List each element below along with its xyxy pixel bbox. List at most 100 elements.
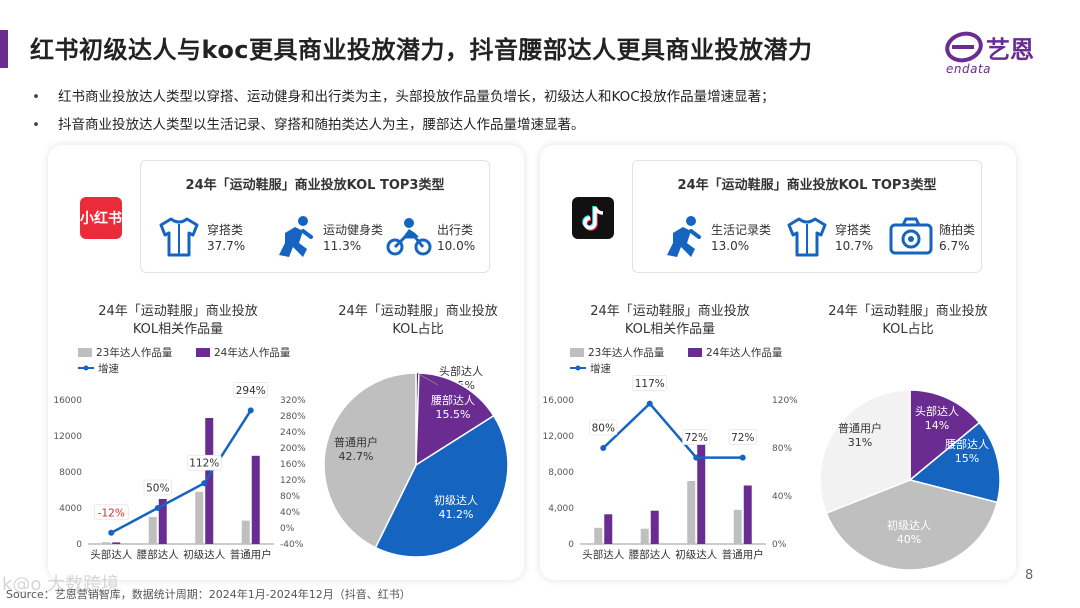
top3-label: 出行类 xyxy=(437,223,474,237)
bar-chart-title: 24年「运动鞋服」商业投放 KOL相关作品量 xyxy=(570,303,770,339)
pie-label: 头部达人 xyxy=(915,404,959,418)
y2-tick-label: 160% xyxy=(280,460,306,470)
legend-swatch xyxy=(570,348,584,357)
growth-label-bg xyxy=(143,479,172,496)
growth-label-bg xyxy=(589,419,618,436)
shirt-icon xyxy=(159,217,199,257)
y2-tick-label: 40% xyxy=(772,492,792,502)
pie-label: 普通用户 xyxy=(334,435,378,449)
x-tick-label: 头部达人 xyxy=(90,548,132,561)
x-tick-label: 普通用户 xyxy=(722,548,764,561)
douyin-logo xyxy=(572,197,614,239)
growth-point xyxy=(108,529,115,536)
top3-label: 穿搭类 xyxy=(835,223,872,237)
top3-label: 随拍类 xyxy=(939,223,976,237)
runner-icon xyxy=(279,216,313,257)
top3-label: 穿搭类 xyxy=(207,223,244,237)
growth-point xyxy=(201,480,208,487)
growth-point xyxy=(154,505,161,511)
top3-value: 10.7% xyxy=(835,239,874,253)
y2-tick-label: 0% xyxy=(280,524,295,534)
pie-label: 初级达人 xyxy=(887,518,931,532)
pie-value-label: 42.7% xyxy=(339,450,374,463)
xiaohongshu-panel: 小红书 24年「运动鞋服」商业投放KOL TOP3类型 穿搭类 37.7% 运动… xyxy=(48,145,524,580)
growth-line xyxy=(602,401,743,459)
pie-chart-title-line: 24年「运动鞋服」商业投放 xyxy=(828,304,988,319)
pie-slice xyxy=(908,421,1001,504)
bar xyxy=(195,491,204,544)
pie-chart-title: 24年「运动鞋服」商业投放 KOL占比 xyxy=(318,303,518,339)
pie-slice xyxy=(323,372,417,549)
x-tick-label: 头部达人 xyxy=(582,548,624,561)
legend-label: 增速 xyxy=(590,362,611,375)
growth-point xyxy=(646,400,653,407)
growth-label: 294% xyxy=(236,385,266,397)
y-tick-label: 4,000 xyxy=(548,504,574,514)
y-tick-label: 8,000 xyxy=(548,468,574,478)
bar xyxy=(241,520,250,544)
y-tick-label: 12,000 xyxy=(543,432,575,442)
top3-value: 10.0% xyxy=(437,239,476,253)
top3-label: 运动健身类 xyxy=(323,223,384,237)
bar xyxy=(148,517,157,544)
top3-box: 24年「运动鞋服」商业投放KOL TOP3类型 穿搭类 37.7% 运动健身类 … xyxy=(140,160,490,273)
page-number: 8 xyxy=(1025,568,1034,583)
x-tick-label: 腰部达人 xyxy=(137,548,179,561)
watermark: k@o 大数跨境 xyxy=(2,574,120,595)
top3-title: 24年「运动鞋服」商业投放KOL TOP3类型 xyxy=(185,178,445,193)
title-accent-bar xyxy=(0,30,8,68)
runner-icon xyxy=(667,216,701,257)
pie-chart-title-line: KOL占比 xyxy=(882,322,934,337)
growth-point xyxy=(739,454,746,461)
legend-swatch xyxy=(688,348,702,357)
top3-box: 24年「运动鞋服」商业投放KOL TOP3类型 生活记录类 13.0% 穿搭类 … xyxy=(632,160,982,273)
legend-label: 增速 xyxy=(98,362,119,375)
y-tick-label: 16000 xyxy=(53,396,82,406)
y2-tick-label: 240% xyxy=(280,428,306,438)
growth-label: 72% xyxy=(731,432,754,444)
page-title: 红书初级达人与koc更具商业投放潜力，抖音腰部达人更具商业投放潜力 xyxy=(30,36,813,64)
pie-slice xyxy=(909,389,981,482)
pie-chart-title: 24年「运动鞋服」商业投放 KOL占比 xyxy=(808,303,1008,339)
top3-value: 11.3% xyxy=(323,239,362,253)
bar-chart-title-line: KOL相关作品量 xyxy=(624,322,716,337)
top3-label: 生活记录类 xyxy=(711,223,772,237)
legend-swatch xyxy=(196,348,210,357)
source-note: Source：艺恩营销智库，数据统计周期：2024年1月-2024年12月（抖音… xyxy=(6,588,411,601)
pie-slice xyxy=(819,389,911,515)
top3-value: 6.7% xyxy=(939,239,970,253)
bar-chart-title: 24年「运动鞋服」商业投放 KOL相关作品量 xyxy=(78,303,278,339)
pie-value-label: 40% xyxy=(897,533,921,546)
growth-label: 80% xyxy=(592,423,615,435)
x-tick-label: 普通用户 xyxy=(230,548,272,561)
growth-label: 50% xyxy=(146,483,169,495)
y2-tick-label: 120% xyxy=(772,396,798,406)
y-tick-label: 0 xyxy=(76,540,82,550)
bar xyxy=(650,510,659,544)
growth-label-bg xyxy=(93,504,129,521)
growth-label-bg xyxy=(632,375,668,391)
logo-text-en: endata xyxy=(946,62,992,76)
bullet-item: 抖音商业投放达人类型以生活记录、穿搭和随拍类达人为主，腰部达人作品量增速显著。 xyxy=(30,114,775,136)
bar xyxy=(158,499,167,544)
y-tick-label: 0 xyxy=(568,540,574,550)
y2-tick-label: 0% xyxy=(772,540,787,550)
pie-label: 腰部达人 xyxy=(431,393,475,407)
legend-label: 23年达人作品量 xyxy=(96,346,173,359)
growth-line xyxy=(110,409,252,534)
legend-label: 24年达人作品量 xyxy=(214,346,291,359)
bullet-item: 红书商业投放达人类型以穿搭、运动健身和出行类为主，头部投放作品量负增长，初级达人… xyxy=(30,86,775,108)
pie-slice xyxy=(825,479,999,571)
bar xyxy=(594,527,603,544)
bar xyxy=(733,509,742,544)
bar xyxy=(697,436,706,544)
growth-label: 117% xyxy=(635,378,665,390)
y-tick-label: 16,000 xyxy=(543,396,575,406)
pie-value-label: 41.2% xyxy=(439,508,474,521)
pie-leader-line xyxy=(416,372,439,386)
bar xyxy=(743,485,752,544)
brand-logo: 艺恩 endata xyxy=(942,30,1062,76)
pie-slice xyxy=(374,414,509,558)
